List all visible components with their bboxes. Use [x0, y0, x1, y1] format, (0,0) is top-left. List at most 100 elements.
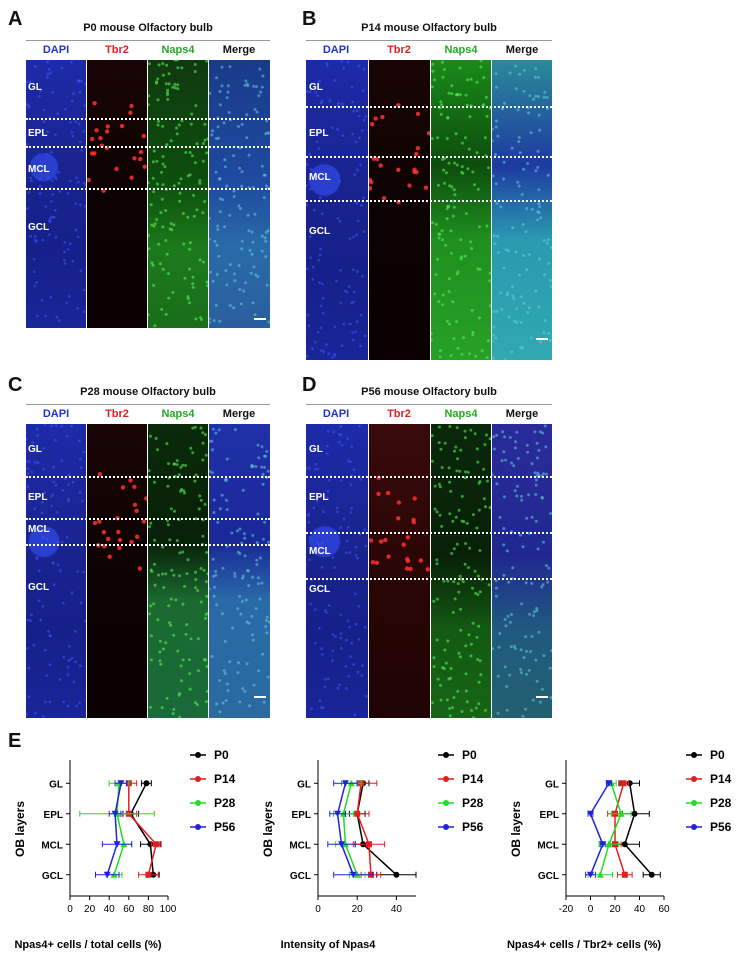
cell-dot	[33, 65, 37, 68]
cell-dot	[374, 560, 379, 565]
cell-dots	[369, 475, 430, 572]
y-tick-label: GCL	[538, 871, 559, 882]
cell-dot	[476, 187, 480, 191]
cell-dot	[450, 92, 454, 96]
panel-d-boundary-3	[306, 578, 552, 580]
cell-dot	[339, 301, 343, 305]
cell-dot	[455, 93, 459, 97]
cell-dot	[331, 659, 334, 662]
cell-dot	[519, 648, 523, 652]
cell-dot	[263, 520, 267, 524]
cell-dot	[179, 664, 183, 668]
cell-dot	[313, 608, 317, 611]
cell-dot	[132, 156, 137, 161]
cell-dot	[492, 325, 496, 329]
cell-dot	[154, 436, 158, 440]
cell-dot	[385, 490, 391, 496]
cell-dot	[470, 308, 474, 312]
cell-dot	[214, 170, 218, 174]
cell-dot	[161, 162, 165, 166]
cell-dot	[35, 427, 39, 431]
data-point	[596, 871, 604, 878]
cell-dot	[247, 153, 251, 157]
panel-d-tbr2-image	[369, 424, 430, 718]
cell-dot	[27, 666, 30, 670]
cell-dots	[148, 425, 208, 718]
cell-dot	[492, 473, 494, 477]
cell-dot	[172, 573, 176, 577]
cell-dot	[492, 356, 496, 360]
cell-dot	[505, 549, 509, 553]
cell-dot	[445, 698, 449, 702]
cell-dot	[209, 317, 211, 321]
x-tick-label: 20	[352, 904, 364, 915]
cell-dot	[257, 94, 261, 98]
cell-dot	[361, 89, 365, 93]
cell-dot	[468, 352, 472, 356]
cell-dot	[236, 607, 240, 611]
cell-dot	[356, 670, 360, 674]
cell-dot	[228, 213, 232, 217]
cell-dot	[502, 495, 506, 499]
cell-dot	[370, 560, 376, 565]
cell-dot	[198, 179, 202, 183]
cell-dot	[148, 94, 151, 98]
cell-dot	[475, 151, 479, 155]
legend-label: P14	[710, 772, 732, 786]
cell-dot	[453, 161, 457, 165]
cell-dot	[445, 207, 449, 211]
cell-dot	[340, 479, 343, 482]
cell-dot	[177, 123, 181, 127]
cell-dot	[197, 507, 201, 511]
cell-dot	[319, 247, 323, 251]
cell-dot	[498, 515, 502, 519]
cell-dot	[516, 180, 520, 184]
cell-dot	[164, 82, 168, 86]
y-tick-label: MCL	[41, 840, 63, 851]
cell-dot	[201, 159, 205, 163]
cell-dot	[241, 576, 244, 580]
cell-dot	[70, 424, 73, 428]
cell-dot	[223, 478, 227, 482]
cell-dot	[76, 307, 79, 310]
cell-dot	[306, 203, 308, 207]
cell-dot	[361, 664, 364, 667]
cell-dot	[199, 567, 203, 570]
cell-dot	[60, 66, 64, 70]
cell-dot	[240, 599, 244, 603]
cell-dot	[264, 255, 268, 259]
cell-dot	[220, 493, 224, 497]
cell-dot	[519, 320, 523, 324]
cell-dot	[256, 512, 260, 516]
cell-dot	[446, 579, 450, 583]
cell-dot	[151, 176, 155, 180]
cell-dot	[436, 136, 440, 140]
cell-dot	[259, 90, 263, 94]
cell-dot	[323, 677, 327, 681]
cell-dot	[166, 97, 170, 101]
cell-dot	[90, 136, 95, 142]
series-line-P28	[599, 783, 622, 876]
cell-dot	[529, 131, 533, 135]
cell-dot	[488, 437, 491, 441]
cell-dot	[540, 687, 544, 691]
cell-dot	[455, 542, 459, 546]
cell-dot	[547, 566, 551, 570]
cell-dot	[201, 534, 205, 538]
cell-dot	[440, 229, 444, 233]
cell-dot	[137, 566, 142, 571]
cell-dot	[45, 537, 49, 541]
cell-dot	[501, 430, 505, 434]
cell-dot	[225, 682, 229, 686]
cell-dot	[248, 248, 252, 252]
cell-dot	[69, 658, 72, 661]
cell-dot	[507, 315, 511, 319]
cell-dot	[492, 234, 496, 238]
cell-dot	[43, 491, 47, 495]
cell-dot	[452, 205, 456, 209]
cell-dot	[492, 127, 494, 131]
cell-dot	[66, 497, 70, 501]
cell-dot	[478, 590, 482, 594]
cell-dot	[239, 302, 243, 306]
data-point	[338, 841, 346, 848]
